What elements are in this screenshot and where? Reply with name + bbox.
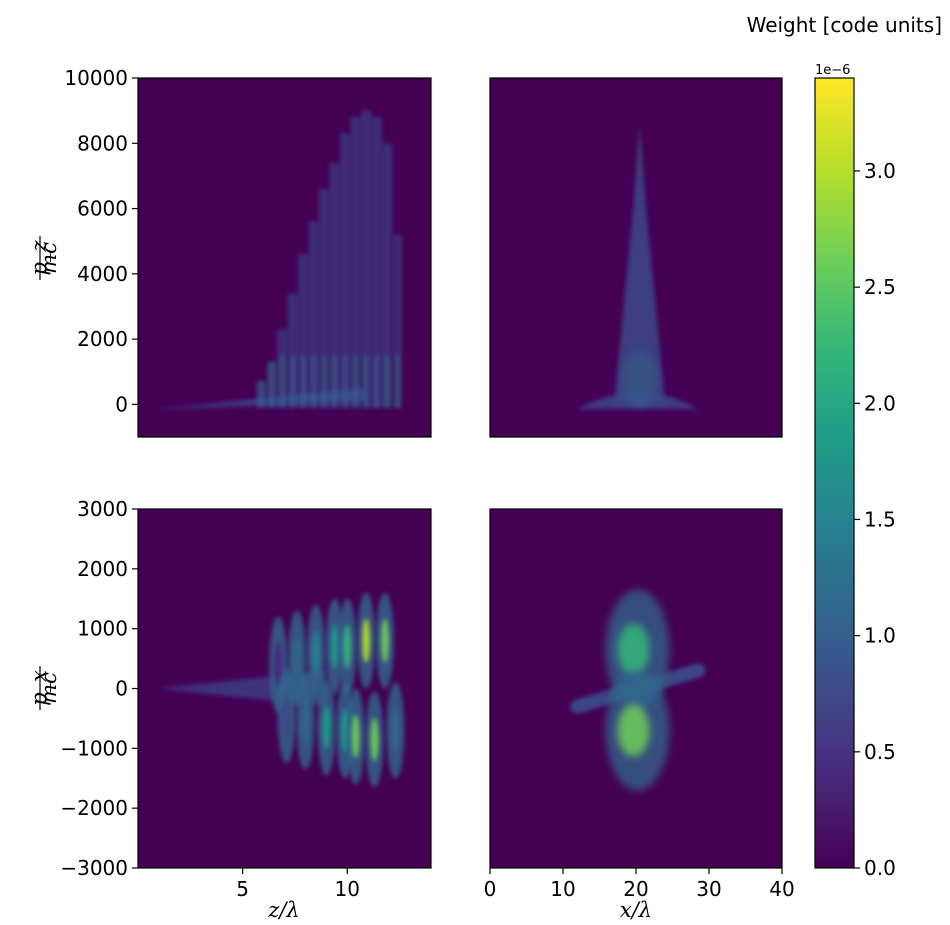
momentum-blob-core — [293, 636, 302, 681]
y-tick-label: 3000 — [77, 497, 128, 521]
momentum-bunch-core — [290, 355, 296, 408]
colorbar-frame — [814, 77, 855, 869]
momentum-blob-core — [322, 705, 331, 750]
momentum-bunch-core — [384, 355, 390, 408]
momentum-bunch — [350, 117, 361, 408]
colorbar-tick-label: 1.0 — [864, 624, 896, 648]
x-tick-label: 10 — [335, 877, 360, 901]
momentum-blob-core — [391, 708, 400, 753]
y-tick-label: −3000 — [60, 856, 128, 880]
momentum-bunch — [381, 143, 393, 408]
momentum-bunch — [298, 254, 309, 408]
momentum-blob-core — [311, 630, 320, 675]
ylabel-top-left: p_z mc — [27, 236, 61, 280]
momentum-blob-core — [301, 699, 310, 744]
panel-pz-vs-x — [489, 77, 783, 438]
x-tick-label: 10 — [550, 877, 575, 901]
x-tick-label: 0 — [484, 877, 497, 901]
momentum-bunch — [287, 293, 299, 408]
momentum-blob-core — [351, 714, 360, 759]
momentum-bunch — [371, 117, 382, 408]
y-tick-label: 8000 — [77, 131, 128, 155]
momentum-bunch-core — [258, 381, 265, 408]
colorbar-exponent: 1e−6 — [815, 63, 850, 78]
xlabel-bottom-left: z/λ — [267, 898, 299, 922]
panel-pz-vs-z: 0 2000 4000 6000 8000 10000 — [64, 66, 432, 438]
momentum-bunch — [329, 162, 340, 408]
x-tick-label: 30 — [696, 877, 721, 901]
momentum-blob-core — [370, 717, 379, 762]
x-tick-label: 40 — [769, 877, 794, 901]
momentum-bunch — [339, 133, 351, 408]
momentum-blob-core — [274, 642, 283, 687]
momentum-bunch-core — [373, 355, 380, 408]
momentum-bunch-core — [395, 355, 400, 408]
momentum-bunch — [319, 188, 330, 408]
momentum-blob-core — [380, 618, 389, 663]
x-tick-label: 20 — [623, 877, 648, 901]
momentum-bunch — [393, 234, 402, 408]
ylabel-numerator: p_z — [27, 240, 51, 276]
y-tick-label: 0 — [115, 392, 128, 416]
xlabel-bottom-right: x/λ — [620, 898, 652, 922]
momentum-bunch-core — [311, 355, 317, 408]
momentum-bunch-core — [279, 355, 286, 408]
momentum-bunch-core — [342, 355, 348, 408]
colorbar-tick-label: 0.5 — [864, 740, 896, 764]
momentum-bunch-core — [332, 355, 338, 408]
colorbar-title: Weight [code units] — [747, 13, 942, 37]
colorbar-tick-label: 1.5 — [864, 507, 896, 531]
momentum-bunch-core — [300, 355, 306, 408]
ylabel-denominator: mc — [37, 672, 61, 704]
colorbar-tick-label: 0.0 — [864, 856, 896, 880]
momentum-spike — [614, 123, 666, 405]
y-tick-label: 6000 — [77, 197, 128, 221]
momentum-bunch — [308, 221, 320, 408]
y-tick-label: 0 — [115, 677, 128, 701]
ylabel-denominator: mc — [37, 242, 61, 274]
y-tick-label: 2000 — [77, 327, 128, 351]
momentum-blob-core — [362, 618, 371, 663]
colorbar-gradient — [815, 78, 854, 868]
x-tick-label: 5 — [236, 877, 249, 901]
colorbar-tick-label: 2.0 — [864, 391, 896, 415]
y-tick-label: 4000 — [77, 262, 128, 286]
ylabel-bottom-left: p_x mc — [27, 666, 61, 710]
ylabel-numerator: p_x — [27, 670, 51, 706]
panel-px-vs-z: −3000 −2000 −1000 0 1000 2000 3000 5 10 — [60, 497, 432, 901]
momentum-bunch-core — [363, 355, 369, 408]
momentum-blob-core — [343, 624, 352, 669]
colorbar-tick-label: 3.0 — [864, 159, 896, 183]
spike-core — [621, 348, 658, 408]
y-tick-label: −1000 — [60, 736, 128, 760]
momentum-bunch — [360, 110, 372, 408]
panel-frame — [489, 77, 783, 438]
y-tick-label: 2000 — [77, 557, 128, 581]
panel-px-vs-x: 0 10 20 30 40 — [484, 508, 795, 901]
momentum-bunch-core — [269, 361, 275, 408]
colorbar-tick-label: 2.5 — [864, 275, 896, 299]
momentum-bunch-core — [321, 355, 327, 408]
momentum-blob-core — [282, 693, 291, 738]
y-tick-label: 10000 — [64, 66, 128, 90]
upper-lobe-core — [617, 623, 650, 676]
panel-frame — [137, 77, 432, 438]
momentum-bunch-core — [353, 355, 359, 408]
lower-lobe-core — [617, 704, 650, 757]
momentum-blob-core — [330, 624, 339, 669]
y-tick-label: −2000 — [60, 796, 128, 820]
y-tick-label: 1000 — [77, 617, 128, 641]
colorbar: Weight [code units] 1e−6 0.0 0.5 1.0 1.5 2.0… — [747, 13, 942, 880]
